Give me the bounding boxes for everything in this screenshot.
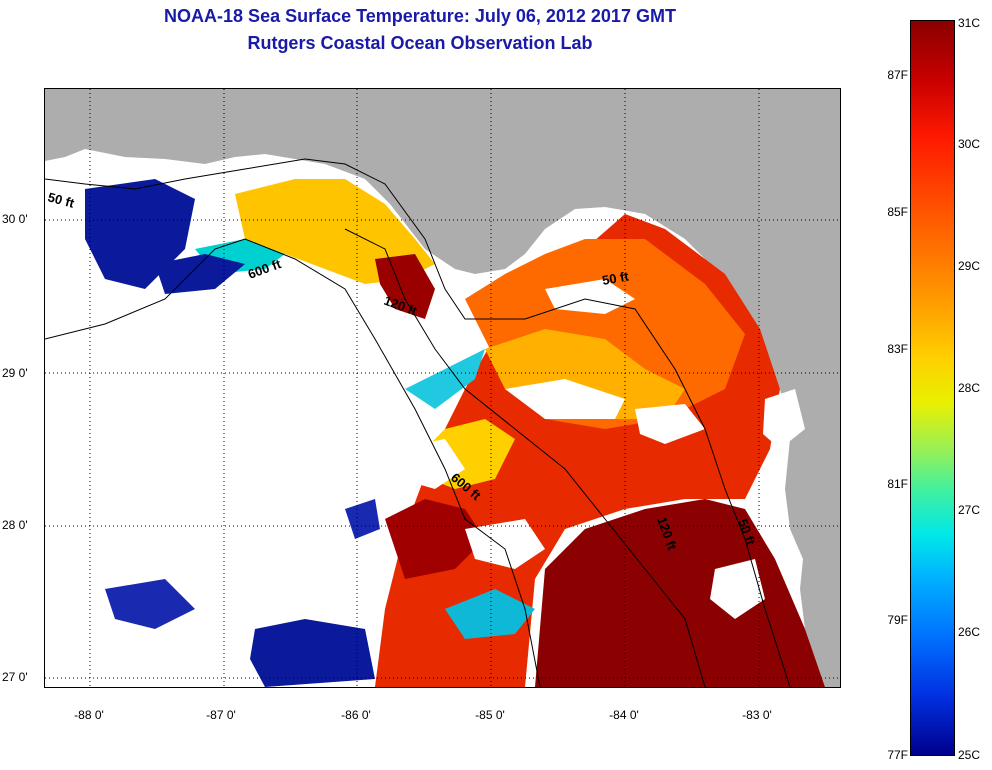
- contour-label: 50 ft: [601, 268, 631, 288]
- sst-cold-region: [250, 619, 375, 687]
- sst-map[interactable]: 50 ft 600 ft 120 ft 50 ft 600 ft 120 ft …: [44, 88, 841, 688]
- colorbar-label-79f: 79F: [887, 613, 908, 627]
- sst-hot-region: [385, 499, 485, 579]
- colorbar-label-85f: 85F: [887, 205, 908, 219]
- map-title: NOAA-18 Sea Surface Temperature: July 06…: [164, 6, 676, 26]
- sst-cool-region: [405, 349, 485, 409]
- map-subtitle: Rutgers Coastal Ocean Observation Lab: [247, 33, 593, 53]
- colorbar-label-25c: 25C: [958, 748, 981, 762]
- sst-cold-region: [105, 579, 195, 629]
- sst-hot-region: [375, 254, 435, 319]
- lon-tick-85: -85 0': [475, 708, 505, 722]
- cloud-cover: [505, 379, 625, 419]
- sst-cool-region: [445, 589, 535, 639]
- sst-cold-region: [155, 254, 245, 294]
- sst-hot-region: [535, 499, 825, 687]
- lat-tick-27: 27 0': [2, 670, 28, 684]
- cloud-cover: [763, 389, 805, 449]
- lon-tick-84: -84 0': [609, 708, 639, 722]
- colorbar-label-81f: 81F: [887, 477, 908, 491]
- sst-cold-region: [345, 499, 380, 539]
- colorbar-label-30c: 30C: [958, 137, 981, 151]
- colorbar-label-28c: 28C: [958, 381, 981, 395]
- colorbar-label-29c: 29C: [958, 259, 981, 273]
- colorbar-label-31c: 31C: [958, 16, 981, 30]
- colorbar-label-27c: 27C: [958, 503, 981, 517]
- cloud-cover: [635, 404, 705, 444]
- colorbar-label-26c: 26C: [958, 625, 981, 639]
- land-mass: [45, 89, 840, 687]
- colorbar-label-77f: 77F: [887, 748, 908, 762]
- graticule: [45, 89, 840, 687]
- lat-tick-29: 29 0': [2, 366, 28, 380]
- lat-tick-28: 28 0': [2, 518, 28, 532]
- lon-tick-86: -86 0': [341, 708, 371, 722]
- lon-tick-88: -88 0': [74, 708, 104, 722]
- temperature-colorbar: [910, 20, 955, 756]
- cloud-cover: [710, 559, 765, 619]
- lon-tick-83: -83 0': [742, 708, 772, 722]
- lon-tick-87: -87 0': [206, 708, 236, 722]
- colorbar-label-83f: 83F: [887, 342, 908, 356]
- colorbar-label-87f: 87F: [887, 68, 908, 82]
- lat-tick-30: 30 0': [2, 212, 28, 226]
- contour-label: 50 ft: [46, 189, 76, 211]
- depth-contours: [45, 158, 791, 687]
- cloud-cover: [465, 519, 545, 569]
